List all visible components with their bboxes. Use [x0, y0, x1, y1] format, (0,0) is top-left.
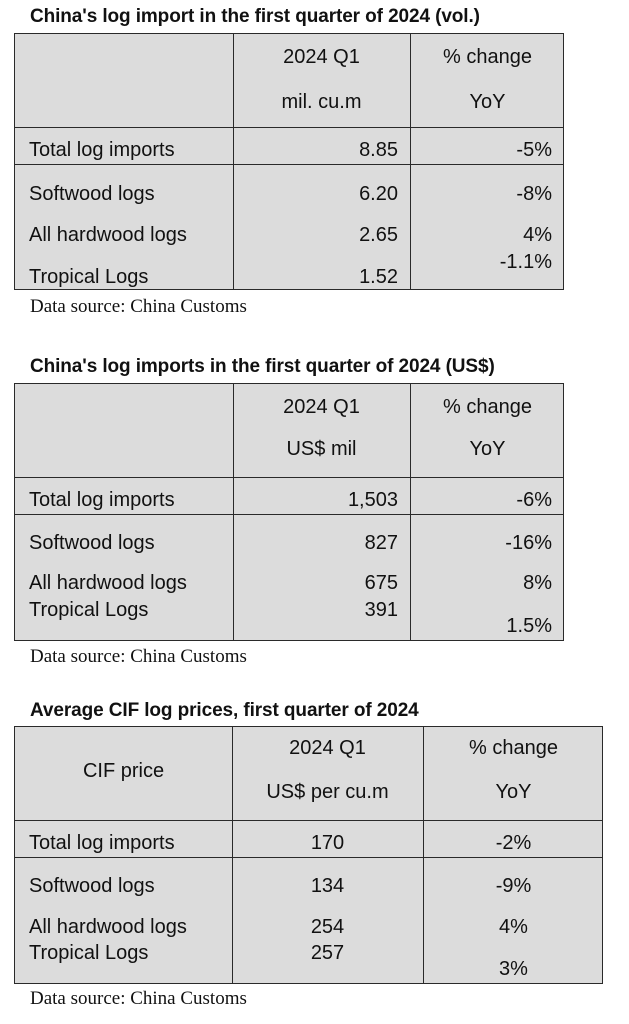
table-2-row-tropical-label: Tropical Logs [29, 599, 149, 621]
table-2-row-softwood-label: Softwood logs [29, 532, 155, 554]
table-2-source: Data source: China Customs [30, 646, 247, 667]
table-1-row-hardwood-value: 2.65 [359, 224, 398, 246]
table-2-row-tropical-value: 391 [364, 599, 398, 621]
table-2-col2-unit: YoY [469, 438, 506, 460]
table-2: 2024 Q1 US$ mil % change YoY Total log i… [14, 383, 564, 641]
table-2-row-hardwood-change: 8% [523, 572, 552, 594]
table-1-col2-unit: YoY [469, 91, 506, 113]
table-2-col1-header: 2024 Q1 [283, 396, 360, 418]
table-1-row-softwood-change: -8% [516, 183, 552, 205]
table-2-row-softwood-value: 827 [364, 532, 398, 554]
table-2-col2-header: % change [443, 396, 532, 418]
table-3-row-softwood-change: -9% [495, 875, 532, 897]
table-1-col2-header: % change [443, 46, 532, 68]
table-2-row-total-value: 1,503 [347, 489, 398, 511]
table-3-row-tropical-value: 257 [310, 942, 345, 964]
table-3-col1-header: 2024 Q1 [289, 737, 366, 759]
table-1-row-hardwood-label: All hardwood logs [29, 224, 187, 246]
table-3-row-tropical-change: 3% [499, 958, 528, 980]
table-3-col2-header: % change [469, 737, 558, 759]
table-1-row-total-label: Total log imports [29, 139, 175, 161]
table-1-row-total-change: -5% [516, 139, 552, 161]
table-1-col1-unit: mil. cu.m [281, 91, 362, 113]
table-1-row-hardwood-change: 4% [523, 224, 552, 246]
table-1-title: China's log import in the first quarter … [30, 6, 480, 27]
table-3-row-hardwood-change: 4% [499, 916, 528, 938]
table-1: 2024 Q1 mil. cu.m % change YoY Total log… [14, 33, 564, 290]
table-3-col1-unit: US$ per cu.m [266, 781, 389, 803]
table-2-col1-unit: US$ mil [286, 438, 357, 460]
table-3-source: Data source: China Customs [30, 988, 247, 1009]
table-2-row-tropical-change: 1.5% [506, 615, 552, 637]
table-3-row-hardwood-label: All hardwood logs [29, 916, 187, 938]
table-2-row-hardwood-label: All hardwood logs [29, 572, 187, 594]
table-2-row-hardwood-value: 675 [364, 572, 398, 594]
table-1-source: Data source: China Customs [30, 296, 247, 317]
table-1-row-softwood-value: 6.20 [359, 183, 398, 205]
table-2-title: China's log imports in the first quarter… [30, 356, 495, 377]
table-3-row-hardwood-value: 254 [310, 916, 345, 938]
table-1-row-softwood-label: Softwood logs [29, 183, 155, 205]
table-3-row-tropical-label: Tropical Logs [29, 942, 149, 964]
table-3-corner-label: CIF price [82, 760, 165, 782]
table-1-row-total-value: 8.85 [359, 139, 398, 161]
table-3-row-softwood-value: 134 [310, 875, 345, 897]
table-3-row-softwood-label: Softwood logs [29, 875, 155, 897]
table-2-row-softwood-change: -16% [505, 532, 552, 554]
table-1-row-tropical-change: -1.1% [499, 251, 552, 273]
table-3-row-total-label: Total log imports [29, 832, 175, 854]
table-2-row-total-label: Total log imports [29, 489, 175, 511]
table-1-row-tropical-label: Tropical Logs [29, 266, 149, 288]
table-3-col2-unit: YoY [495, 781, 532, 803]
table-3-row-total-value: 170 [310, 832, 345, 854]
table-3-title: Average CIF log prices, first quarter of… [30, 700, 419, 721]
table-3-row-total-change: -2% [495, 832, 532, 854]
table-2-row-total-change: -6% [516, 489, 552, 511]
table-3: CIF price 2024 Q1 US$ per cu.m % change … [14, 726, 603, 984]
table-1-row-tropical-value: 1.52 [359, 266, 398, 288]
table-1-col1-header: 2024 Q1 [283, 46, 360, 68]
